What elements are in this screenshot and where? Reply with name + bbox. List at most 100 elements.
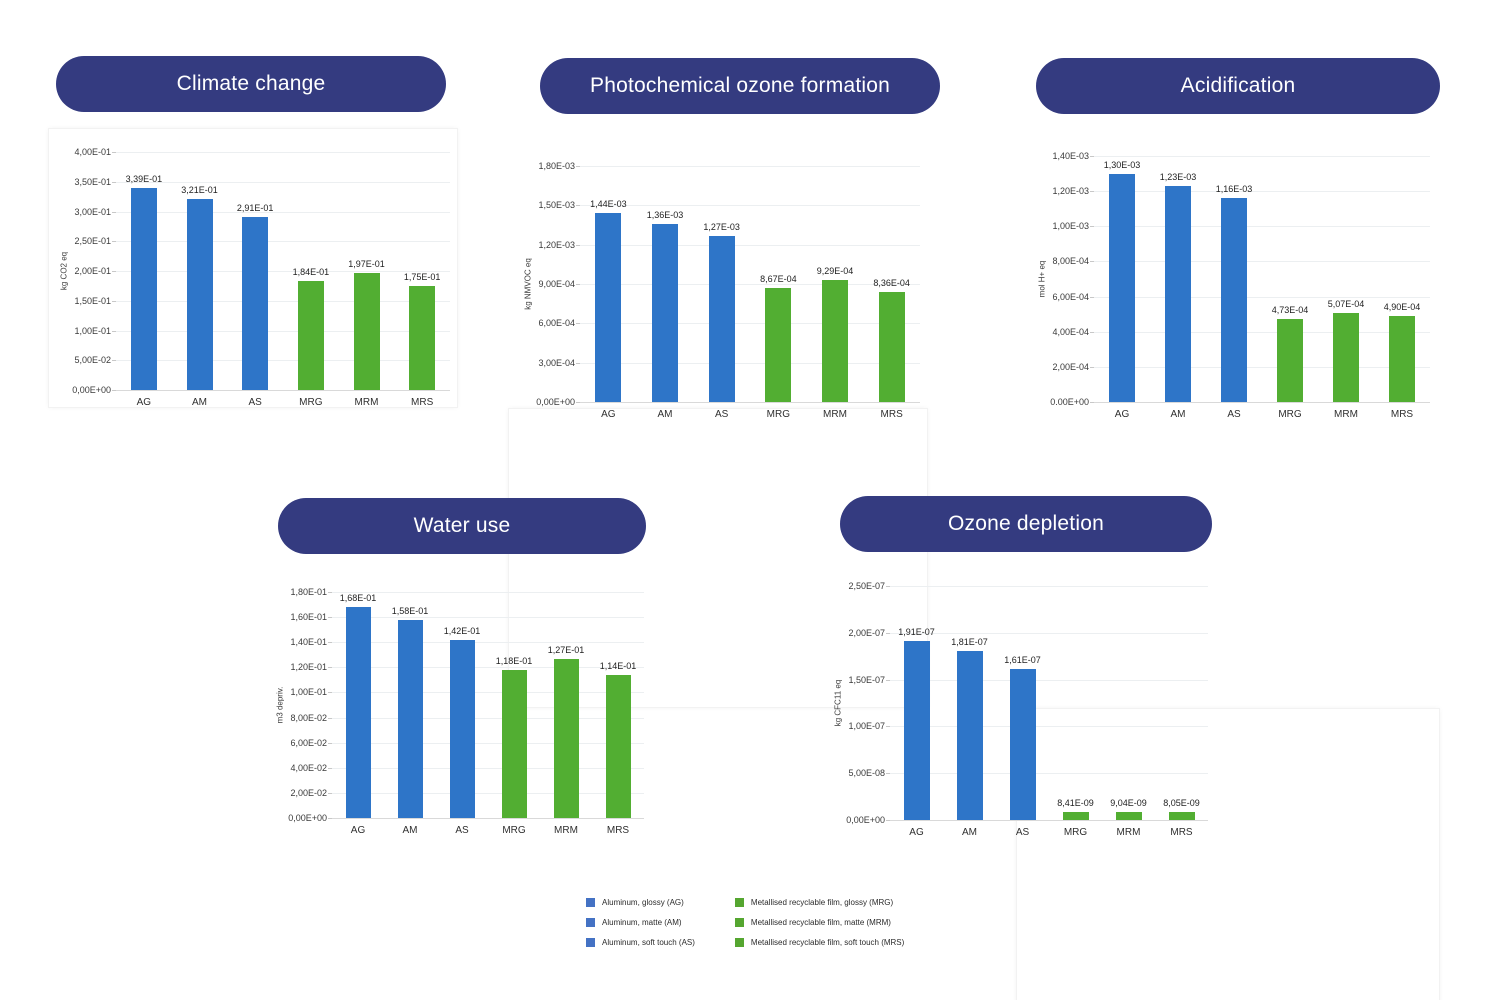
y-tick-mark [1090, 296, 1094, 298]
y-tick-label: 1,40E-01 [290, 637, 327, 648]
bar-value-label-as: 1,16E-03 [1215, 184, 1253, 195]
bar-mrm[interactable] [1115, 811, 1142, 820]
bar-ag[interactable] [130, 188, 157, 390]
bar-group-mrs[interactable]: 8,05E-09 MRS [1163, 586, 1200, 838]
bar-group-mrg[interactable]: 1,84E-01 MRG [293, 152, 330, 408]
bar-group-mrm[interactable]: 1,97E-01 MRM [348, 152, 385, 408]
bar-mrg[interactable] [1062, 812, 1089, 820]
bar-group-as[interactable]: 1,27E-03 AS [703, 166, 740, 421]
bar-group-mrs[interactable]: 4,90E-04 MRS [1384, 156, 1421, 420]
bar-as[interactable] [708, 235, 735, 402]
bar-mrg[interactable] [501, 669, 527, 818]
x-axis-label-mrg: MRG [1278, 409, 1302, 420]
bar-group-ag[interactable]: 1,91E-07 AG [898, 586, 935, 838]
bar-value-label-mrm: 1,97E-01 [348, 258, 385, 269]
bar-group-ag[interactable]: 3,39E-01 AG [126, 152, 163, 408]
bar-as[interactable] [1009, 669, 1036, 820]
bar-mrg[interactable] [1277, 318, 1303, 402]
bar-group-as[interactable]: 1,42E-01 AS [444, 592, 481, 836]
bar-group-as[interactable]: 1,61E-07 AS [1004, 586, 1041, 838]
bar-value-label-ag: 1,91E-07 [898, 627, 935, 638]
legend-label: Aluminum, soft touch (AS) [602, 938, 695, 947]
y-tick-label: 0,00E+00 [288, 813, 327, 823]
bar-mrm[interactable] [553, 658, 579, 818]
bar-am[interactable] [397, 619, 423, 818]
bar-am[interactable] [652, 223, 678, 402]
bar-ag[interactable] [1109, 173, 1135, 402]
bar-group-ag[interactable]: 1,30E-03 AG [1104, 156, 1141, 420]
x-axis-label-am: AM [962, 827, 977, 838]
bar-group-mrg[interactable]: 1,18E-01 MRG [496, 592, 533, 836]
gridline [332, 617, 644, 619]
bar-mrs[interactable] [878, 292, 905, 402]
y-tick-label: 3,50E-01 [74, 176, 111, 187]
y-tick-label: 1,80E-01 [290, 587, 327, 597]
bar-group-as[interactable]: 2,91E-01 AS [237, 152, 274, 408]
y-tick-label: 1,00E-03 [1052, 221, 1089, 232]
bar-mrs[interactable] [1389, 315, 1415, 402]
bar-ag[interactable] [595, 213, 622, 402]
bar-value-label-am: 1,58E-01 [391, 605, 429, 616]
bar-value-label-ag: 1,68E-01 [339, 593, 377, 604]
bar-group-am[interactable]: 1,23E-03 AM [1160, 156, 1197, 420]
y-tick-mark [328, 692, 332, 694]
bar-ag[interactable] [903, 641, 930, 820]
bar-group-mrg[interactable]: 4,73E-04 MRG [1272, 156, 1309, 420]
bar-group-mrg[interactable]: 8,67E-04 MRG [760, 166, 797, 420]
bar-group-am[interactable]: 1,36E-03 AM [647, 166, 684, 420]
bar-am[interactable] [1165, 185, 1191, 402]
gridline [116, 360, 450, 362]
bar-group-ag[interactable]: 1,68E-01 AG [340, 592, 377, 836]
bar-group-mrm[interactable]: 1,27E-01 MRM [548, 592, 585, 836]
x-axis-label-mrm: MRM [823, 409, 847, 420]
gridline [580, 166, 920, 167]
plot-area-photochemical-ozone-formation: kg NMVOC eq 0,00E+00 3,00E-04 6,00E-04 9,00E… [524, 161, 920, 421]
bar-group-am[interactable]: 1,81E-07 AM [951, 586, 988, 838]
bar-as[interactable] [449, 639, 475, 818]
bar-value-label-mrs: 1,14E-01 [599, 660, 637, 671]
bar-mrs[interactable] [605, 674, 631, 818]
bar-group-mrm[interactable]: 9,29E-04 MRM [817, 166, 854, 420]
chart-legend: Aluminum, glossy (AG) Metallised recyclab… [586, 898, 904, 947]
legend-item: Aluminum, matte (AM) [586, 918, 695, 927]
bar-mrg[interactable] [297, 280, 324, 390]
bar-mrs[interactable] [1168, 812, 1195, 820]
y-tick-mark [328, 792, 332, 794]
y-tick-label: 2,00E-02 [290, 787, 327, 798]
bar-group-mrg[interactable]: 8,41E-09 MRG [1057, 586, 1094, 838]
bar-mrs[interactable] [409, 285, 436, 390]
bar-as[interactable] [1221, 198, 1247, 402]
y-tick-mark [328, 818, 332, 819]
bar-group-mrm[interactable]: 9,04E-09 MRM [1110, 586, 1147, 838]
bar-group-am[interactable]: 3,21E-01 AM [181, 152, 218, 408]
bar-mrm[interactable] [1333, 312, 1359, 402]
y-tick-mark [112, 330, 116, 332]
bar-group-as[interactable]: 1,16E-03 AS [1216, 156, 1253, 420]
bar-group-am[interactable]: 1,58E-01 AM [392, 592, 429, 836]
chart-title-text: Photochemical ozone formation [590, 74, 890, 97]
bar-group-ag[interactable]: 1,44E-03 AG [590, 166, 627, 420]
bar-mrm[interactable] [822, 280, 848, 402]
bar-value-label-as: 1,42E-01 [443, 625, 481, 636]
legend-swatch-blue [586, 918, 595, 927]
bar-group-mrs[interactable]: 1,75E-01 MRS [404, 152, 441, 408]
x-axis-label-ag: AG [601, 409, 616, 420]
bar-am[interactable] [956, 650, 983, 820]
bar-group-mrs[interactable]: 1,14E-01 MRS [600, 592, 637, 836]
gridline [116, 330, 450, 332]
x-axis-label-as: AS [248, 397, 262, 408]
bar-value-label-mrm: 5,07E-04 [1327, 298, 1365, 309]
gridline [1094, 226, 1430, 228]
bar-mrg[interactable] [765, 288, 792, 402]
bar-group-mrm[interactable]: 5,07E-04 MRM [1328, 156, 1365, 420]
bar-am[interactable] [186, 199, 213, 390]
bar-as[interactable] [242, 216, 269, 390]
y-tick-label: 1,20E-03 [1052, 186, 1089, 197]
bar-ag[interactable] [345, 607, 371, 818]
bar-value-label-am: 1,81E-07 [951, 636, 988, 647]
y-tick-label: 0,00E+00 [536, 397, 575, 407]
bar-mrm[interactable] [353, 272, 380, 390]
legend-label: Aluminum, glossy (AG) [602, 898, 684, 907]
bar-group-mrs[interactable]: 8,36E-04 MRS [873, 166, 910, 420]
